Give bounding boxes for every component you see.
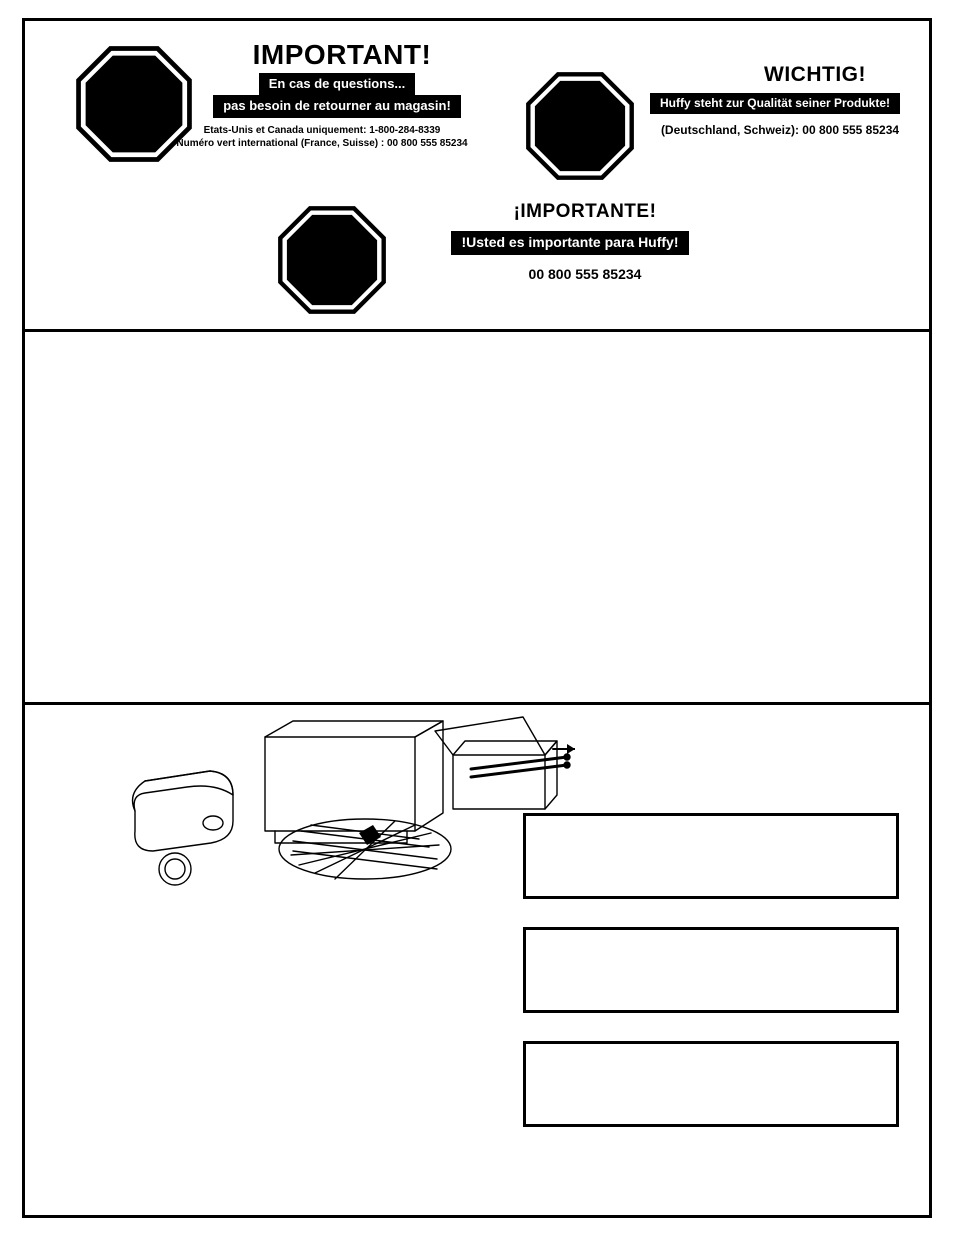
callout-de-title: WICHTIG! [695,63,935,87]
base-tank-icon [133,771,233,885]
info-box-2 [523,927,899,1013]
callout-fr-bar-line2: pas besoin de retourner au magasin! [213,95,461,117]
callout-fr-title: IMPORTANT! [177,39,507,71]
callout-de-phone: (Deutschland, Schweiz): 00 800 555 85234 [625,122,935,138]
base-plate-icon [279,819,451,879]
callout-es-bar-line1: !Usted es importante para Huffy! [451,231,688,255]
callout-es-title: ¡IMPORTANTE! [405,201,765,223]
info-box-3 [523,1041,899,1127]
bottom-panel [25,705,929,1215]
callout-es-phone: 00 800 555 85234 [405,265,765,284]
callout-es: ¡IMPORTANTE! !Usted es importante para H… [265,201,765,283]
top-language-panel: IMPORTANT! En cas de questions... pas be… [25,21,929,332]
callout-de: WICHTIG! Huffy steht zur Qualität seiner… [505,63,935,138]
unboxing-illustration [115,713,575,903]
pole-pair-icon [471,754,570,777]
info-box-1 [523,813,899,899]
callout-fr-bar-line1: En cas de questions... [259,73,416,95]
middle-blank-panel [25,332,929,705]
callout-fr: IMPORTANT! En cas de questions... pas be… [67,39,507,151]
callout-fr-phone1: Etats-Unis et Canada uniquement: 1-800-2… [137,124,507,138]
unboxing-illustration-svg [115,713,575,903]
callout-fr-phone2: Numéro vert international (France, Suiss… [137,137,507,151]
small-carton-icon [435,717,557,809]
callout-de-bar-line1: Huffy steht zur Qualität seiner Produkte… [650,93,900,114]
